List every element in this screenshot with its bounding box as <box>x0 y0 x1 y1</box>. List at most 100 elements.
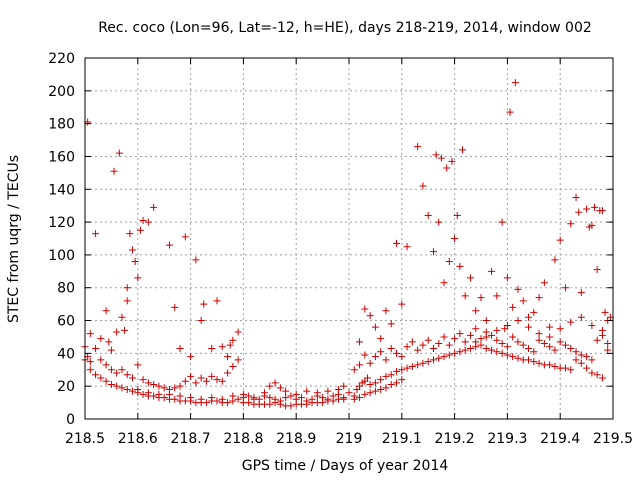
data-point <box>440 333 448 341</box>
data-point <box>171 303 179 311</box>
data-point <box>588 369 596 377</box>
data-point <box>572 348 580 356</box>
data-point <box>561 364 569 372</box>
data-point <box>366 381 374 389</box>
data-point <box>356 338 364 346</box>
plot-frame <box>84 57 614 420</box>
data-point <box>261 389 269 397</box>
data-point <box>144 379 152 387</box>
data-point <box>139 216 147 224</box>
data-point <box>477 294 485 302</box>
data-point <box>408 362 416 370</box>
data-point <box>440 279 448 287</box>
data-point <box>488 331 496 339</box>
data-point <box>540 279 548 287</box>
data-point <box>160 394 168 402</box>
data-point <box>366 389 374 397</box>
data-point <box>453 212 461 220</box>
data-point <box>419 341 427 349</box>
x-tick-label: 219 <box>336 431 363 447</box>
x-tick-label: 219.2 <box>435 431 475 447</box>
data-point <box>129 374 137 382</box>
data-point <box>107 381 115 389</box>
x-tick-label: 219.3 <box>487 431 527 447</box>
data-point <box>218 395 226 403</box>
data-point <box>437 154 445 162</box>
data-point <box>377 348 385 356</box>
data-point <box>445 257 453 265</box>
data-point <box>514 285 522 293</box>
data-point <box>393 349 401 357</box>
x-tick-label: 219.4 <box>540 431 580 447</box>
data-point <box>530 308 538 316</box>
data-point <box>424 336 432 344</box>
data-point <box>324 387 332 395</box>
data-point <box>197 395 205 403</box>
data-point <box>131 257 139 265</box>
data-point <box>160 384 168 392</box>
data-point <box>303 400 311 408</box>
data-point <box>535 294 543 302</box>
data-point <box>377 335 385 343</box>
data-point <box>482 333 490 341</box>
data-point <box>488 346 496 354</box>
data-point <box>429 356 437 364</box>
data-point <box>461 292 469 300</box>
data-point <box>498 349 506 357</box>
data-point <box>340 382 348 390</box>
data-point <box>424 358 432 366</box>
data-point <box>546 323 554 331</box>
data-point <box>506 108 514 116</box>
data-point <box>509 353 517 361</box>
data-point <box>92 344 100 352</box>
data-point <box>398 353 406 361</box>
data-point <box>113 328 121 336</box>
data-point <box>583 205 591 213</box>
data-point <box>123 371 131 379</box>
data-point <box>366 312 374 320</box>
x-tick-label: 218.8 <box>223 431 263 447</box>
data-point <box>366 359 374 367</box>
data-point <box>591 203 599 211</box>
data-point <box>540 340 548 348</box>
data-point <box>123 284 131 292</box>
data-point <box>556 325 564 333</box>
data-point <box>451 349 459 357</box>
data-point <box>363 374 371 382</box>
data-point <box>86 330 94 338</box>
data-point <box>171 395 179 403</box>
data-point <box>129 387 137 395</box>
data-point <box>361 351 369 359</box>
data-point <box>113 382 121 390</box>
data-point <box>488 267 496 275</box>
data-point <box>551 256 559 264</box>
data-point <box>113 369 121 377</box>
data-point <box>435 354 443 362</box>
y-axis-label: STEC from uqrg / TECUs <box>6 155 22 323</box>
data-point <box>588 321 596 329</box>
data-point <box>229 336 237 344</box>
data-point <box>350 366 358 374</box>
data-point <box>150 381 158 389</box>
data-point <box>192 379 200 387</box>
data-point <box>208 344 216 352</box>
data-point <box>477 341 485 349</box>
x-tick-label: 219.5 <box>593 431 633 447</box>
data-point <box>577 313 585 321</box>
data-point <box>387 344 395 352</box>
data-point <box>245 392 253 400</box>
data-point <box>525 356 533 364</box>
data-point <box>419 182 427 190</box>
data-point <box>424 212 432 220</box>
data-point <box>567 318 575 326</box>
data-point <box>466 274 474 282</box>
data-point <box>115 149 123 157</box>
data-point <box>493 326 501 334</box>
data-point <box>202 377 210 385</box>
data-point <box>165 390 173 398</box>
data-point <box>435 218 443 226</box>
data-point <box>356 361 364 369</box>
data-point <box>136 226 144 234</box>
data-point <box>107 366 115 374</box>
